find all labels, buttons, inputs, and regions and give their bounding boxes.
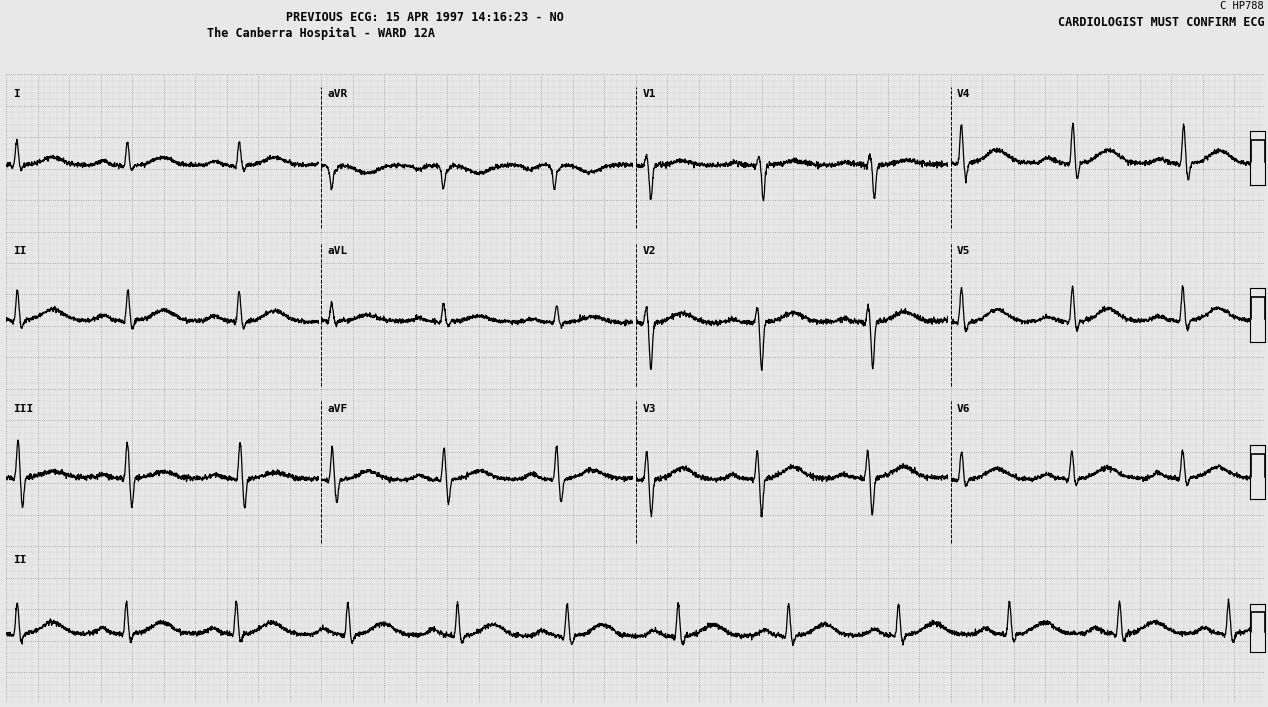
Text: aVR: aVR bbox=[327, 89, 347, 99]
Text: C HP788: C HP788 bbox=[1220, 1, 1264, 11]
Text: II: II bbox=[13, 246, 27, 256]
Text: V6: V6 bbox=[957, 404, 970, 414]
Text: aVL: aVL bbox=[327, 246, 347, 256]
Text: I: I bbox=[13, 89, 19, 99]
Text: aVF: aVF bbox=[327, 404, 347, 414]
Text: III: III bbox=[13, 404, 33, 414]
Text: V1: V1 bbox=[642, 89, 656, 99]
Text: II: II bbox=[13, 555, 27, 566]
Text: V3: V3 bbox=[642, 404, 656, 414]
Text: PREVIOUS ECG: 15 APR 1997 14:16:23 - NO: PREVIOUS ECG: 15 APR 1997 14:16:23 - NO bbox=[285, 11, 564, 23]
Text: CARDIOLOGIST MUST CONFIRM ECG: CARDIOLOGIST MUST CONFIRM ECG bbox=[1058, 16, 1264, 28]
Text: V2: V2 bbox=[642, 246, 656, 256]
Text: V5: V5 bbox=[957, 246, 970, 256]
Text: The Canberra Hospital - WARD 12A: The Canberra Hospital - WARD 12A bbox=[207, 27, 435, 40]
Text: V4: V4 bbox=[957, 89, 970, 99]
